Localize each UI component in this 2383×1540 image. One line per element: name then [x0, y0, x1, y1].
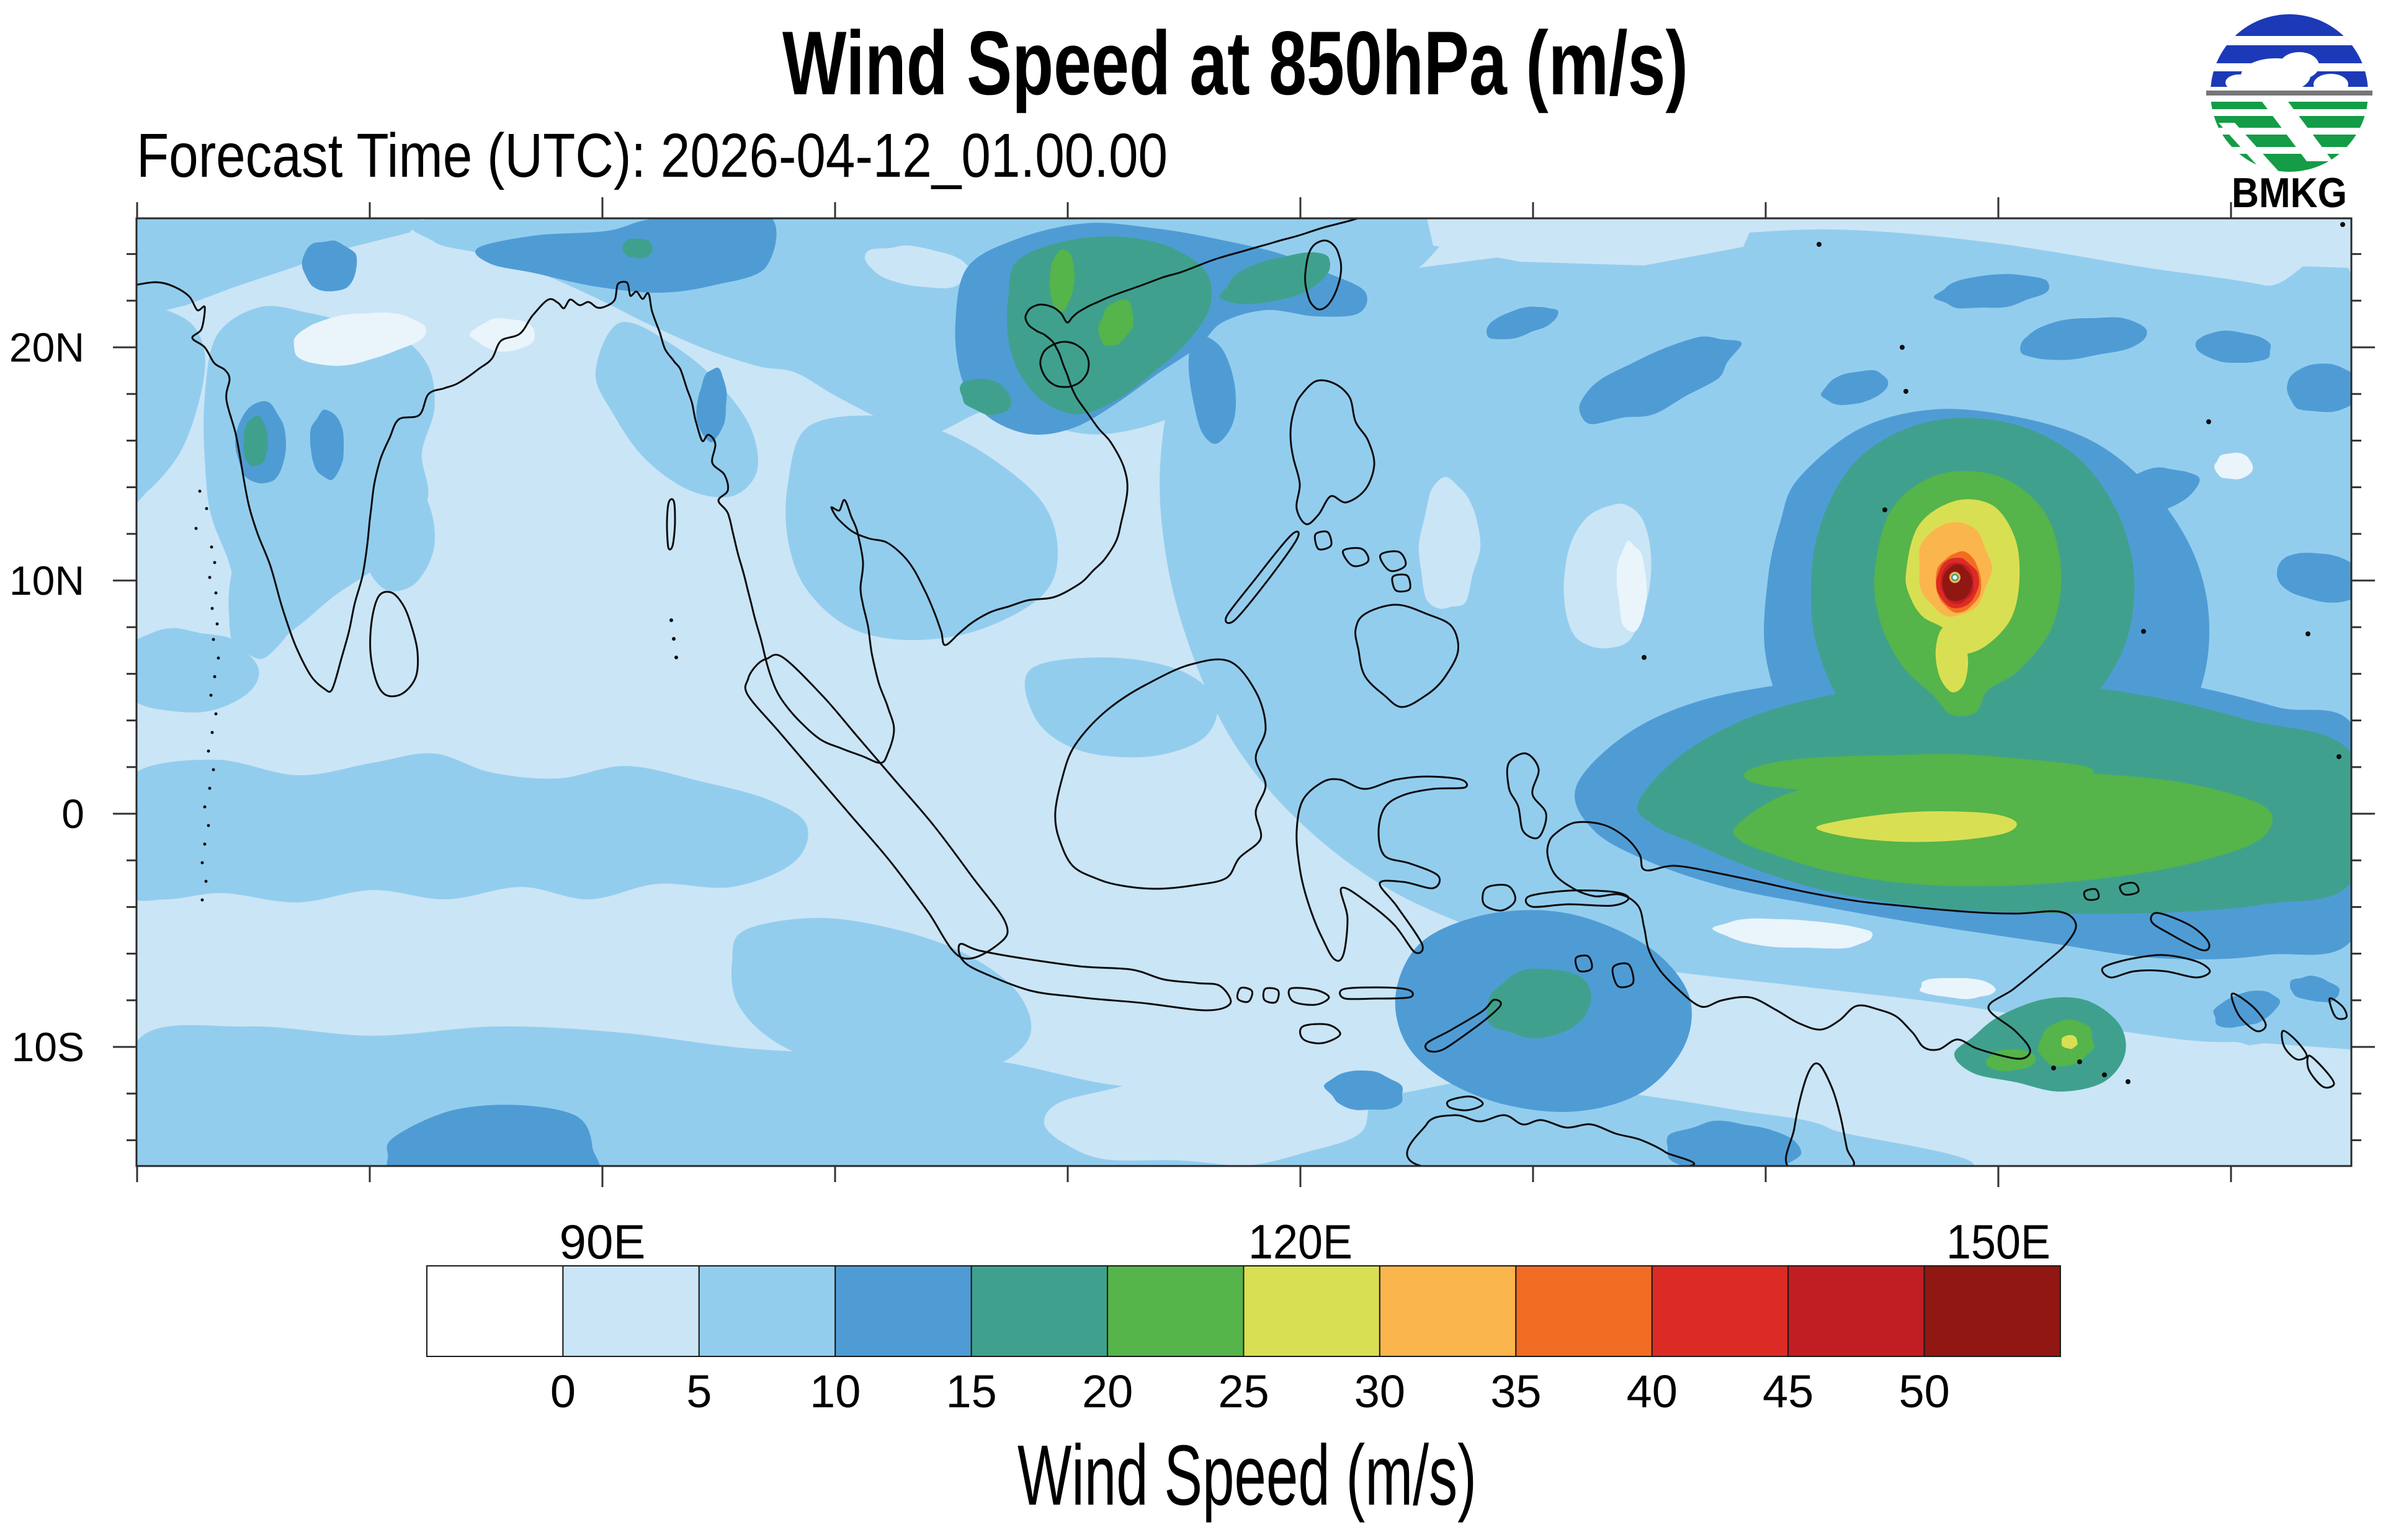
svg-text:30: 30 — [1354, 1366, 1405, 1417]
svg-text:50: 50 — [1898, 1366, 1949, 1417]
svg-text:120E: 120E — [1248, 1214, 1352, 1269]
svg-text:Forecast Time (UTC): 2026-04-1: Forecast Time (UTC): 2026-04-12_01.00.00 — [136, 121, 1168, 190]
svg-text:BMKG: BMKG — [2232, 169, 2347, 216]
svg-text:25: 25 — [1218, 1366, 1269, 1417]
svg-text:35: 35 — [1490, 1366, 1541, 1417]
svg-text:5: 5 — [686, 1366, 712, 1417]
svg-text:10: 10 — [810, 1366, 861, 1417]
svg-text:40: 40 — [1627, 1366, 1678, 1417]
svg-text:Wind Speed at 850hPa (m/s): Wind Speed at 850hPa (m/s) — [782, 12, 1688, 113]
svg-text:15: 15 — [946, 1366, 997, 1417]
svg-text:90E: 90E — [560, 1214, 646, 1269]
svg-text:20N: 20N — [9, 324, 84, 370]
svg-text:10S: 10S — [12, 1024, 84, 1070]
svg-text:10N: 10N — [9, 558, 84, 603]
svg-text:150E: 150E — [1946, 1214, 2050, 1269]
svg-text:45: 45 — [1763, 1366, 1813, 1417]
svg-text:Wind Speed (m/s): Wind Speed (m/s) — [1017, 1428, 1477, 1523]
svg-text:0: 0 — [61, 791, 84, 837]
svg-text:20: 20 — [1082, 1366, 1133, 1417]
svg-text:0: 0 — [550, 1366, 576, 1417]
